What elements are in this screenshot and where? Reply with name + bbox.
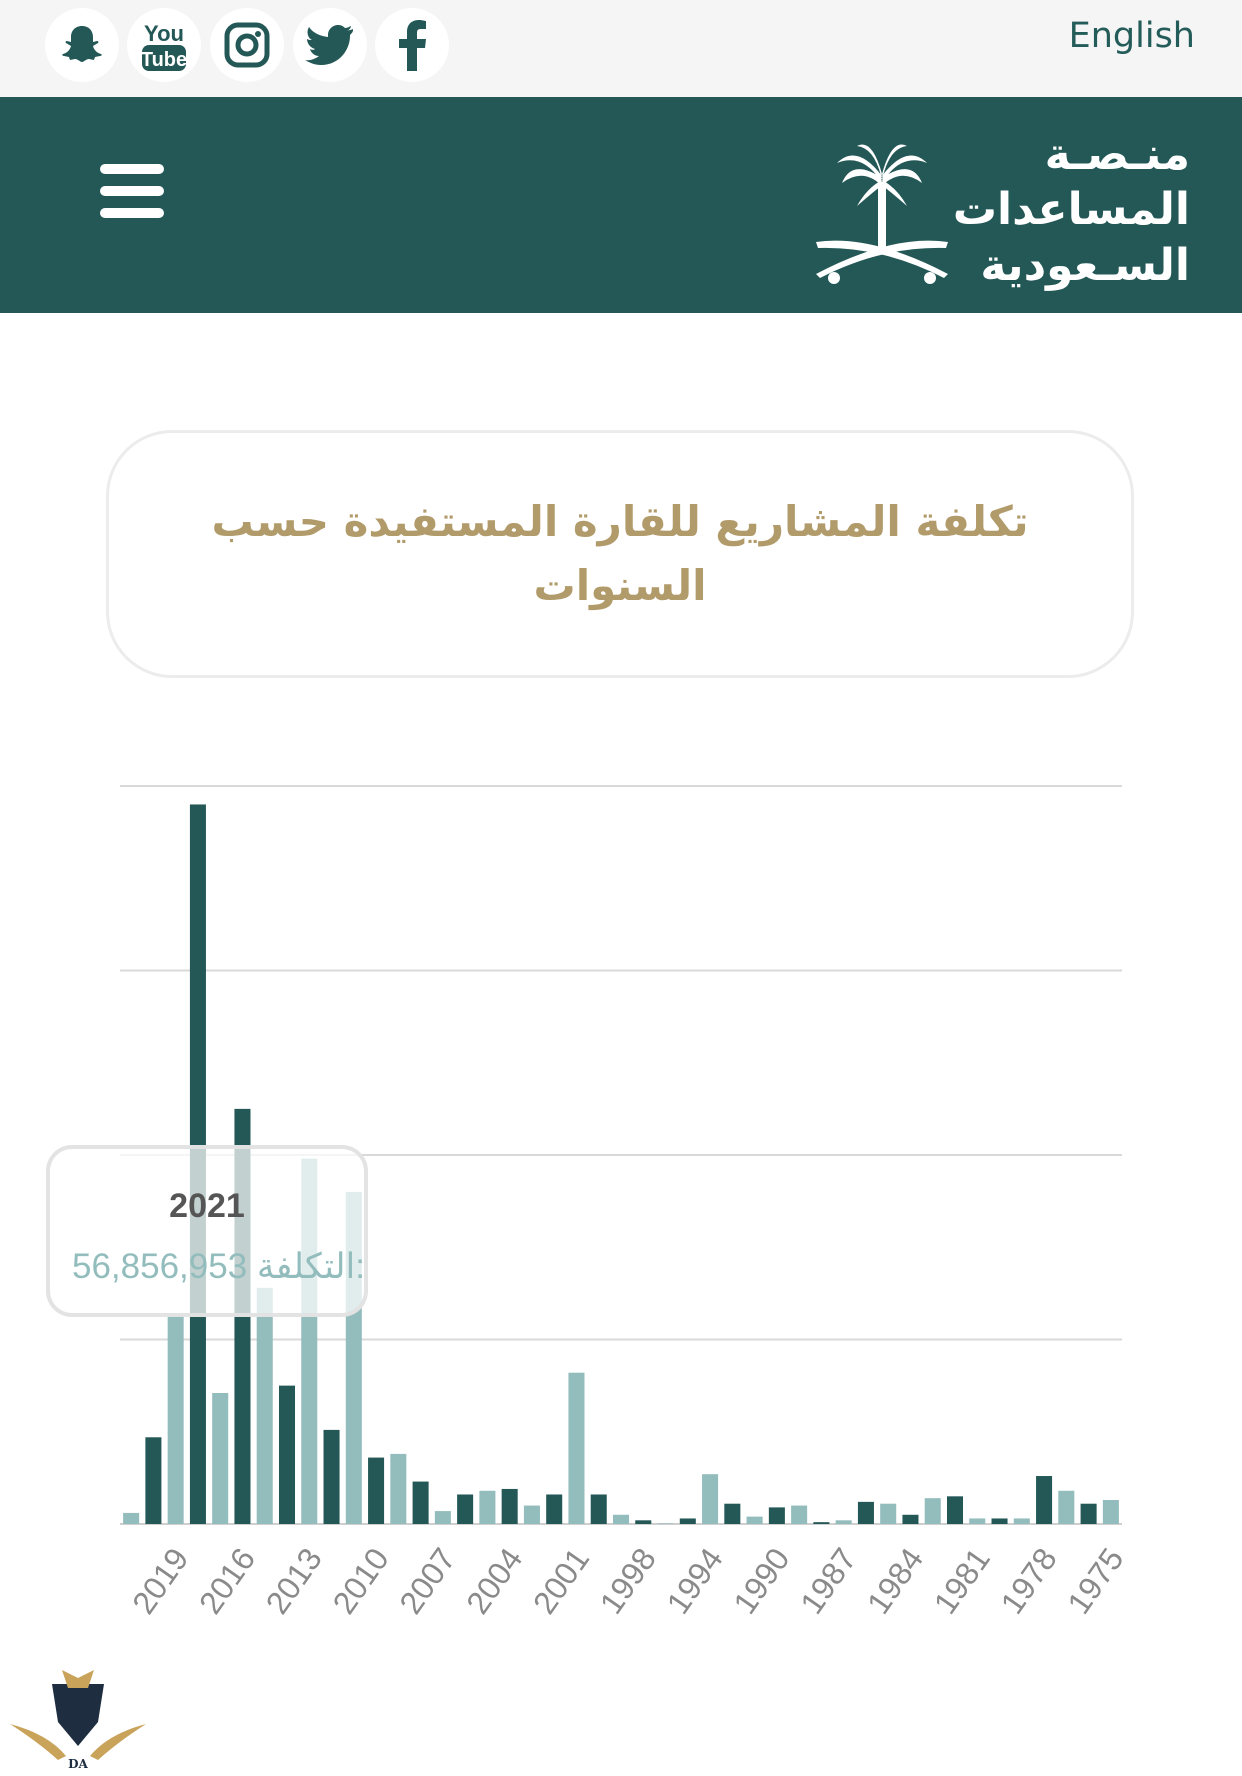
x-tick-label: 1998	[593, 1541, 663, 1620]
bar-2005[interactable]	[479, 1490, 496, 1524]
bar-1976[interactable]	[1080, 1503, 1097, 1524]
menu-line	[100, 164, 164, 174]
snapchat-glyph	[62, 26, 102, 62]
brand-wordmark[interactable]: منـصـة المساعدات السـعودية	[952, 128, 1190, 294]
bar-2008[interactable]	[412, 1481, 429, 1524]
bar-1975[interactable]	[1102, 1500, 1119, 1524]
chart-title-card: تكلفة المشاريع للقارة المستفيدة حسب السن…	[106, 430, 1134, 678]
tooltip-year: 2021	[169, 1187, 245, 1225]
bar-1991[interactable]	[768, 1507, 785, 1524]
brand-line-3: السـعودية	[980, 240, 1190, 291]
bar-1986[interactable]	[857, 1501, 874, 1524]
bar-1978[interactable]	[1036, 1476, 1053, 1524]
twitter-glyph	[305, 25, 353, 65]
hamburger-menu-icon[interactable]	[100, 164, 164, 218]
x-tick-label: 2019	[125, 1541, 195, 1620]
menu-line	[100, 186, 164, 196]
x-tick-label: 1975	[1060, 1541, 1130, 1620]
bar-1992[interactable]	[746, 1516, 763, 1524]
bar-2003[interactable]	[523, 1505, 540, 1524]
bar-2014[interactable]	[278, 1385, 296, 1524]
svg-text:You: You	[144, 21, 184, 46]
tooltip-label: التكلفة:	[256, 1247, 365, 1286]
chart-tooltip: 2021 56,856,953 التكلفة:	[46, 1145, 368, 1317]
x-tick-label: 1984	[860, 1541, 930, 1620]
x-tick-label: 1981	[927, 1541, 997, 1620]
bar-1997[interactable]	[657, 1523, 674, 1524]
x-tick-label: 1987	[793, 1541, 863, 1620]
bar-2004[interactable]	[501, 1488, 518, 1524]
bar-2010[interactable]	[368, 1457, 385, 1524]
bar-2015[interactable]	[256, 1287, 273, 1524]
tooltip-value-line: 56,856,953 التكلفة:	[72, 1247, 365, 1287]
youtube-glyph: You Tube	[141, 21, 187, 71]
bar-1980[interactable]	[991, 1518, 1008, 1524]
snapchat-icon[interactable]	[45, 8, 119, 82]
svg-text:DA: DA	[68, 1757, 88, 1771]
bar-1988[interactable]	[813, 1522, 830, 1524]
bar-1983[interactable]	[924, 1498, 941, 1524]
bar-2001[interactable]	[568, 1372, 585, 1524]
x-tick-label: 2004	[459, 1541, 529, 1620]
bar-1981[interactable]	[969, 1518, 986, 1524]
menu-line	[100, 208, 164, 218]
instagram-glyph	[224, 22, 270, 68]
x-tick-label: 2016	[192, 1541, 262, 1620]
bar-1990[interactable]	[791, 1505, 808, 1524]
bar-2009[interactable]	[390, 1453, 407, 1524]
bar-1977[interactable]	[1058, 1490, 1075, 1524]
palm-and-swords-emblem-icon	[816, 144, 948, 284]
x-tick-label: 1994	[659, 1541, 729, 1620]
bar-1998[interactable]	[635, 1520, 652, 1524]
brand-line-2: المساعدات	[952, 184, 1190, 235]
brand-line-1: منـصـة	[1044, 129, 1190, 180]
x-tick-label: 2001	[526, 1541, 596, 1620]
forum-watermark-logo: DA	[10, 1670, 146, 1771]
youtube-icon[interactable]: You Tube	[127, 8, 201, 82]
bar-1996[interactable]	[679, 1518, 696, 1524]
bar-1984[interactable]	[902, 1514, 919, 1524]
twitter-icon[interactable]	[293, 8, 367, 82]
x-tick-label: 2013	[259, 1541, 329, 1620]
site-header	[0, 97, 1242, 313]
bar-1979[interactable]	[1013, 1518, 1030, 1524]
bar-2021[interactable]	[123, 1512, 140, 1524]
bar-2012[interactable]	[323, 1429, 340, 1524]
bar-1985[interactable]	[880, 1503, 897, 1524]
chart-title: تكلفة المشاريع للقارة المستفيدة حسب السن…	[211, 497, 1029, 610]
instagram-icon[interactable]	[210, 8, 284, 82]
bar-1999[interactable]	[612, 1514, 630, 1524]
bar-2020[interactable]	[145, 1437, 162, 1524]
bar-1987[interactable]	[835, 1520, 852, 1524]
bar-2006[interactable]	[457, 1494, 474, 1524]
bar-2000[interactable]	[590, 1494, 607, 1524]
bar-2019[interactable]	[167, 1315, 184, 1524]
bar-2002[interactable]	[546, 1494, 563, 1524]
bar-2017[interactable]	[212, 1393, 229, 1524]
bar-1982[interactable]	[946, 1496, 964, 1524]
language-switch-link[interactable]: English	[1068, 16, 1195, 56]
top-social-bar: You Tube English	[0, 0, 1242, 97]
tooltip-value: 56,856,953	[72, 1247, 248, 1286]
x-tick-label: 2010	[325, 1541, 395, 1620]
x-tick-label: 2007	[392, 1541, 462, 1620]
bar-2007[interactable]	[434, 1511, 451, 1524]
bar-1993[interactable]	[724, 1503, 741, 1524]
facebook-glyph	[399, 20, 426, 71]
facebook-icon[interactable]	[375, 8, 449, 82]
x-tick-label: 1990	[726, 1541, 796, 1620]
bar-1994[interactable]	[702, 1474, 719, 1524]
svg-text:Tube: Tube	[141, 49, 187, 71]
x-tick-label: 1978	[993, 1541, 1063, 1620]
